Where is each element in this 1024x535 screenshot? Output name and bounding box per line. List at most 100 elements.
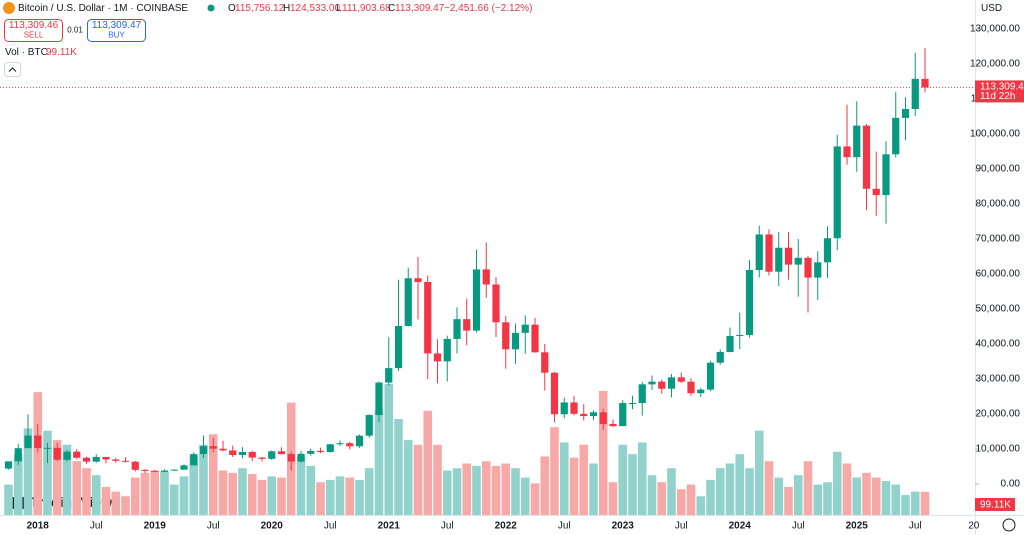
x-tick-label: Jul [792, 521, 805, 532]
volume-bar [862, 472, 871, 515]
volume-bar [43, 430, 52, 515]
volume-bar [247, 474, 257, 515]
candle-body [570, 402, 578, 414]
candle-body [677, 377, 685, 382]
volume-bar [384, 383, 394, 515]
candle-body [43, 447, 52, 449]
candle-body [14, 448, 22, 462]
candle-body [560, 402, 568, 415]
candle-body [229, 450, 237, 455]
volume-bar [891, 484, 901, 515]
volume-bar [72, 461, 82, 515]
candle-body [619, 403, 627, 427]
volume-bar [13, 454, 23, 515]
candle-body [726, 336, 734, 352]
volume-bar [520, 477, 530, 515]
candle-body [199, 446, 208, 455]
candle-body [209, 446, 217, 449]
x-tick-label: 2020 [261, 521, 284, 532]
volume-bar [433, 444, 442, 515]
volume-bar [267, 476, 277, 515]
x-tick-label: 2025 [846, 521, 869, 532]
volume-bar [481, 461, 491, 515]
candle-body [667, 377, 676, 389]
volume-bar [452, 468, 462, 515]
candle-body [375, 382, 383, 416]
candle-body [784, 247, 793, 265]
candle-body [277, 451, 286, 455]
volume-bar [871, 477, 881, 515]
volume-bar [140, 472, 150, 515]
volume-bar [559, 442, 569, 515]
x-tick-label: Jul [207, 521, 220, 532]
candle-body [775, 247, 783, 272]
candle-body [892, 117, 900, 155]
candle-body [443, 338, 451, 362]
candle-body [521, 324, 529, 333]
candle-body [151, 470, 159, 472]
candle-body [511, 332, 520, 350]
candle-body [53, 447, 61, 460]
volume-bar [257, 479, 267, 515]
volume-bar [228, 472, 238, 515]
volume-bar [423, 410, 433, 515]
sell-label: SELL [24, 31, 44, 40]
settings-icon[interactable] [1002, 518, 1016, 532]
candle-body [394, 326, 403, 369]
volume-label: 99.11K [980, 500, 1011, 511]
ohlc-value: 115,756.12 [235, 3, 285, 14]
collapse-button[interactable] [4, 62, 21, 77]
buy-button[interactable] [87, 19, 146, 42]
volume-bar [764, 461, 774, 515]
currency: USD [981, 3, 1002, 14]
candle-body [24, 435, 32, 449]
candle-body [219, 448, 227, 451]
volume-bar [316, 482, 325, 515]
volume-bar [803, 461, 813, 515]
candle-body [687, 381, 695, 394]
y-tick-label: 70,000.00 [976, 234, 1021, 245]
ohlc-key: H [283, 3, 290, 14]
candle-body [180, 465, 188, 470]
volume-bar [579, 444, 589, 515]
volume-bar [715, 468, 725, 515]
plot: 0.00 10,000.00 20,000.00 30,000.00 40,000.00… [0, 24, 1024, 532]
volume-bar [345, 477, 355, 515]
volume-bar [189, 456, 199, 515]
candle-body [102, 456, 110, 460]
volume-bar [618, 444, 628, 515]
volume-bar [403, 440, 413, 515]
sell-button[interactable] [4, 19, 63, 42]
candle-body [307, 450, 315, 454]
volume-bar [696, 496, 706, 515]
volume-bar [306, 465, 316, 515]
y-tick-label: 40,000.00 [976, 339, 1021, 350]
candle-body [814, 262, 822, 278]
volume-bar [355, 479, 364, 515]
candle-body [638, 384, 646, 404]
volume-bar [754, 430, 764, 515]
ohlc-key: C [388, 3, 395, 14]
candle-body [736, 334, 744, 337]
volume-bar [4, 484, 13, 515]
x-tick-label: 2019 [144, 521, 167, 532]
sell-price: 113,309.46 [9, 20, 59, 31]
volume-bar [598, 390, 608, 515]
candle-body [921, 78, 929, 88]
volume-bar [813, 484, 823, 515]
volume-bar [472, 465, 481, 515]
volume-bar [511, 468, 520, 515]
price-label-box [975, 80, 1024, 103]
ohlc-key: O [228, 3, 236, 14]
candle-body [63, 451, 71, 460]
candle-body [658, 381, 666, 389]
volume-bar [647, 475, 657, 515]
volume-bar [706, 479, 715, 515]
candle-body [453, 319, 461, 339]
candle-body [463, 319, 471, 331]
candle-body [492, 284, 500, 323]
candle-body [190, 454, 198, 466]
x-tick-label: 2023 [612, 521, 635, 532]
x-tick-label: 20 [968, 521, 980, 532]
volume-bar [462, 463, 472, 515]
